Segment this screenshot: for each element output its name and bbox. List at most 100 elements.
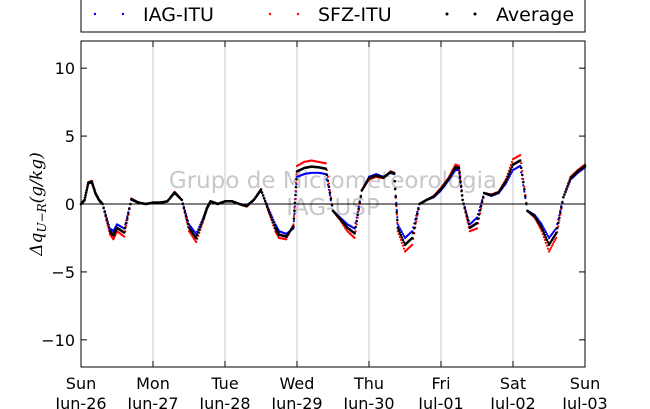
legend-marker-sfz-itu-1	[268, 12, 272, 16]
x-tick-label-date: Jun-26	[54, 394, 106, 409]
data-point-iag-itu-interp	[545, 233, 549, 236]
y-tick-label: −5	[51, 263, 75, 282]
data-point-average-interp	[186, 222, 190, 226]
data-point-sfz-itu-interp	[184, 216, 187, 219]
data-point-average-interp	[546, 241, 550, 244]
data-point-average-interp	[260, 191, 264, 194]
data-point-sfz-itu	[123, 235, 126, 238]
data-point-sfz-itu-interp	[402, 247, 406, 250]
data-point-iag-itu-interp	[523, 190, 526, 193]
data-point-average-interp	[293, 209, 296, 212]
data-point-average-interp	[400, 236, 404, 239]
data-point-iag-itu-interp	[509, 172, 512, 175]
data-point-sfz-itu-interp	[326, 175, 329, 178]
data-point-average-interp	[460, 189, 463, 193]
data-point-average-interp	[84, 193, 87, 197]
data-point-sfz-itu-interp	[327, 182, 330, 185]
data-point-sfz-itu-interp	[398, 235, 401, 239]
data-point-average-interp	[523, 188, 526, 191]
data-point-sfz-itu-interp	[295, 173, 298, 176]
data-point-average-interp	[417, 207, 420, 211]
data-point-average-interp	[295, 178, 298, 181]
data-point-average-interp	[198, 228, 201, 232]
data-point-average	[410, 236, 414, 240]
data-point-average-interp	[411, 231, 415, 235]
data-point-average	[554, 231, 558, 235]
data-point-average-interp	[402, 241, 406, 244]
data-point-average-interp	[292, 217, 296, 220]
data-point-sfz-itu-interp	[354, 230, 357, 233]
data-point-average	[504, 180, 508, 183]
data-point-average-interp	[462, 202, 465, 206]
data-point-iag-itu-interp	[402, 234, 406, 238]
data-point-average-interp	[328, 191, 332, 194]
x-tick-label-day: Sat	[500, 374, 526, 393]
data-point-average-interp	[270, 216, 273, 219]
data-point-average-interp	[463, 206, 467, 210]
data-point-sfz-itu-interp	[415, 220, 418, 223]
data-point-sfz-itu-interp	[356, 216, 359, 219]
data-point-sfz-itu-interp	[543, 238, 547, 241]
data-point-average-interp	[128, 207, 131, 211]
data-point-average-interp	[261, 194, 265, 197]
data-point-sfz-itu-interp	[509, 163, 512, 167]
data-point-iag-itu-interp	[357, 205, 360, 208]
data-point-average-interp	[510, 165, 514, 169]
data-point-average-interp	[464, 210, 468, 214]
data-point-iag-itu-interp	[401, 233, 404, 236]
data-point-iag-itu-interp	[399, 229, 402, 232]
data-point-average-interp	[521, 173, 524, 177]
data-point-average-interp	[294, 193, 297, 197]
data-point-average-interp	[555, 226, 559, 230]
data-point-sfz-itu-interp	[522, 177, 525, 181]
data-point-average-interp	[84, 191, 88, 194]
data-point-sfz-itu	[353, 236, 356, 240]
data-point-sfz-itu-interp	[328, 189, 331, 192]
data-point-average-interp	[294, 185, 298, 189]
data-point-average-interp	[126, 217, 129, 220]
data-point-average-interp	[195, 233, 199, 237]
data-point-sfz-itu-interp	[193, 237, 196, 240]
data-point-average	[122, 231, 126, 234]
y-axis: −10 −5 0 5 10	[41, 59, 585, 350]
data-point-sfz-itu-interp	[558, 219, 561, 222]
data-point-sfz-itu-interp	[551, 244, 554, 247]
data-point-average-interp	[399, 233, 403, 237]
data-point-average-interp	[125, 221, 128, 225]
data-point-average-interp	[329, 197, 333, 201]
data-point-average	[83, 198, 86, 202]
data-point-average-interp	[197, 231, 200, 234]
data-point-average-interp	[104, 214, 107, 217]
data-point-average-interp	[568, 179, 571, 183]
data-point-average-interp	[327, 185, 331, 188]
legend-marker-iag-itu-2	[121, 12, 125, 16]
x-tick-label-date: Jul-03	[561, 394, 607, 409]
data-point-average	[540, 226, 544, 230]
data-point-sfz-itu-interp	[465, 216, 468, 219]
data-point-sfz-itu-interp	[294, 181, 298, 184]
x-tick-label-date: Jun-28	[198, 394, 250, 409]
data-point-average-interp	[129, 202, 132, 206]
data-point-average	[353, 231, 356, 235]
data-point-average-interp	[525, 202, 528, 205]
data-point-average	[266, 208, 270, 211]
data-point-average-interp	[356, 213, 360, 217]
data-point-average-interp	[398, 231, 402, 234]
data-point-sfz-itu-interp	[544, 241, 548, 244]
data-point-sfz-itu-interp	[521, 169, 524, 173]
data-point-average-interp	[414, 222, 417, 225]
data-point-average-interp	[563, 193, 566, 196]
data-point-average-interp	[273, 223, 276, 227]
x-tick-label-day: Sun	[570, 374, 600, 393]
x-tick-label-date: Jul-01	[417, 394, 463, 409]
data-point-average	[396, 226, 400, 230]
x-tick-label-day: Wed	[280, 374, 315, 393]
data-point-average-interp	[564, 190, 567, 194]
data-point-sfz-itu-interp	[557, 225, 560, 228]
data-point-average-interp	[85, 188, 88, 192]
data-point-sfz-itu	[555, 236, 558, 240]
data-point-average-interp	[476, 217, 480, 220]
data-point-sfz-itu-interp	[550, 246, 553, 249]
data-point-average-interp	[480, 200, 484, 203]
data-point-average-interp	[458, 175, 462, 179]
